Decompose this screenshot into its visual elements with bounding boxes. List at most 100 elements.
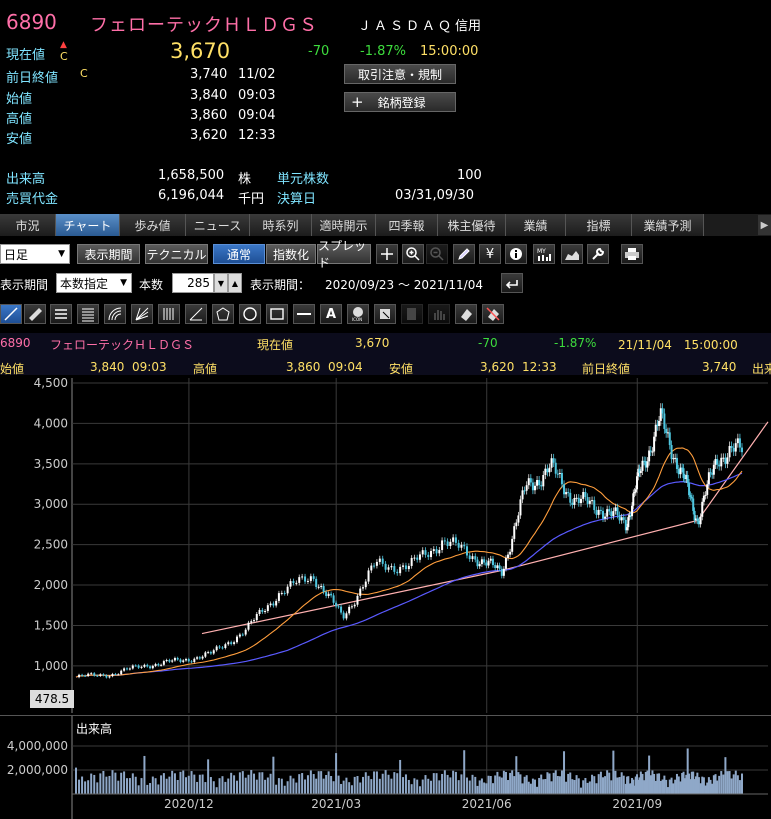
index-mode-button[interactable]: 指数化 xyxy=(266,244,316,264)
volume-bar xyxy=(711,783,714,794)
volume-bar xyxy=(387,774,390,794)
select-tool-icon[interactable] xyxy=(374,304,396,324)
yen-icon[interactable]: ¥ xyxy=(479,244,501,264)
volume-bar xyxy=(356,776,359,794)
candle-body xyxy=(734,443,737,452)
eraser-icon[interactable] xyxy=(455,304,477,324)
period-select-value: 日足 xyxy=(4,247,29,262)
tab-news[interactable]: ニュース xyxy=(186,214,250,236)
tab-shikiho[interactable]: 四季報 xyxy=(376,214,438,236)
prev-close-date: 11/02 xyxy=(238,67,276,82)
chart-low: 3,620 xyxy=(480,360,515,374)
tab-indicators[interactable]: 指標 xyxy=(566,214,632,236)
technical-button[interactable]: テクニカル xyxy=(145,244,208,264)
vertical-lines-tool-icon[interactable] xyxy=(158,304,180,324)
candle-body xyxy=(677,468,680,475)
volume-bar xyxy=(373,771,376,794)
candle-body xyxy=(529,478,532,483)
count-up-icon[interactable]: ▲ xyxy=(228,273,242,293)
volume-bar xyxy=(616,777,619,794)
volume-bar xyxy=(682,771,685,794)
candle-body xyxy=(689,495,692,497)
volume-bar xyxy=(114,772,117,794)
copy-tool-icon[interactable] xyxy=(401,304,423,324)
volume-bar xyxy=(593,776,596,794)
count-input[interactable]: 285 xyxy=(172,273,214,293)
my-chart-icon[interactable]: MY xyxy=(533,244,555,264)
open-price: 3,840 xyxy=(190,88,228,103)
circle-tool-icon[interactable] xyxy=(239,304,261,324)
candle-body xyxy=(413,557,416,559)
volume-bar xyxy=(560,770,563,794)
volume-bar xyxy=(573,779,576,794)
tab-timeseries[interactable]: 時系列 xyxy=(250,214,312,236)
volume-bar xyxy=(507,780,510,794)
period-select[interactable]: 日足 ▼ xyxy=(0,244,70,264)
open-label: 始値 xyxy=(6,92,33,107)
display-period-button[interactable]: 表示期間 xyxy=(77,244,140,264)
trading-rules-button[interactable]: 取引注意・規制 xyxy=(344,64,456,84)
volume-chart[interactable]: 4,000,000 2,000,000 2020/12 2021/03 2021/06 2… xyxy=(0,716,771,819)
tab-ticks[interactable]: 歩み値 xyxy=(120,214,186,236)
horizontal-lines-tool-icon[interactable] xyxy=(50,304,72,324)
ruler-tool-icon[interactable] xyxy=(24,304,46,324)
hline-tool-icon[interactable] xyxy=(293,304,315,324)
low-price: 3,620 xyxy=(190,128,228,143)
candle-body xyxy=(588,500,591,504)
stamp-icon[interactable]: ICON xyxy=(347,304,369,324)
pencil-icon[interactable] xyxy=(453,244,475,264)
tab-benefits[interactable]: 株主優待 xyxy=(438,214,506,236)
angle-tool-icon[interactable] xyxy=(185,304,207,324)
tab-market[interactable]: 市況 xyxy=(0,214,56,236)
candle-body xyxy=(567,492,570,494)
volume-bar xyxy=(692,771,695,794)
tab-disclosure[interactable]: 適時開示 xyxy=(312,214,376,236)
volume-bar xyxy=(384,770,387,794)
text-tool-icon[interactable]: A xyxy=(320,304,342,324)
tab-chart[interactable]: チャート xyxy=(56,214,120,236)
info-icon[interactable] xyxy=(505,244,527,264)
range-mode-select[interactable]: 本数指定 ▼ xyxy=(56,273,132,293)
candle-body xyxy=(565,492,568,495)
candle-body xyxy=(364,581,367,588)
candle-body xyxy=(550,458,553,468)
count-down-icon[interactable]: ▼ xyxy=(214,273,228,293)
register-stock-button[interactable]: + 銘柄登録 xyxy=(344,92,456,112)
tab-performance[interactable]: 業績 xyxy=(506,214,566,236)
volume-bar xyxy=(637,779,640,794)
erase-all-icon[interactable] xyxy=(482,304,504,324)
zoom-in-icon[interactable] xyxy=(402,244,424,264)
volume-bar xyxy=(478,780,481,794)
spread-mode-button[interactable]: スプレッド xyxy=(317,239,371,270)
tab-forecast[interactable]: 業績予測 xyxy=(632,214,704,236)
volume-bar xyxy=(538,777,541,794)
volume-bar xyxy=(686,748,689,794)
hand-tool-icon[interactable] xyxy=(428,304,450,324)
tabs-scroll-right-icon[interactable]: ▶ xyxy=(758,215,771,235)
chart-open-label: 始値 xyxy=(0,362,25,376)
volume-bar xyxy=(476,785,479,794)
price-chart[interactable]: 4,500 4,000 3,500 3,000 2,500 2,000 1,500 1,000 xyxy=(0,378,771,713)
trendline-tool-icon[interactable] xyxy=(0,304,22,324)
volume-bar xyxy=(165,778,168,794)
crosshair-icon[interactable] xyxy=(376,244,398,264)
candle-body xyxy=(373,565,376,567)
normal-mode-button[interactable]: 通常 xyxy=(213,244,265,264)
candle-body xyxy=(741,447,743,453)
pentagon-tool-icon[interactable] xyxy=(212,304,234,324)
fan-tool-icon[interactable] xyxy=(131,304,153,324)
fibonacci-tool-icon[interactable] xyxy=(77,304,99,324)
candle-body xyxy=(639,470,642,474)
zoom-out-icon[interactable] xyxy=(426,244,448,264)
volume-bar xyxy=(378,778,381,794)
candle-body xyxy=(418,554,421,560)
volume-bar xyxy=(665,779,668,794)
print-icon[interactable] xyxy=(621,244,643,264)
volume-bar xyxy=(367,775,370,794)
area-chart-icon[interactable] xyxy=(561,244,583,264)
rectangle-tool-icon[interactable] xyxy=(266,304,288,324)
wrench-icon[interactable] xyxy=(587,244,609,264)
volume-bar xyxy=(546,772,549,794)
reset-range-icon[interactable] xyxy=(501,273,523,293)
arc-tool-icon[interactable] xyxy=(104,304,126,324)
